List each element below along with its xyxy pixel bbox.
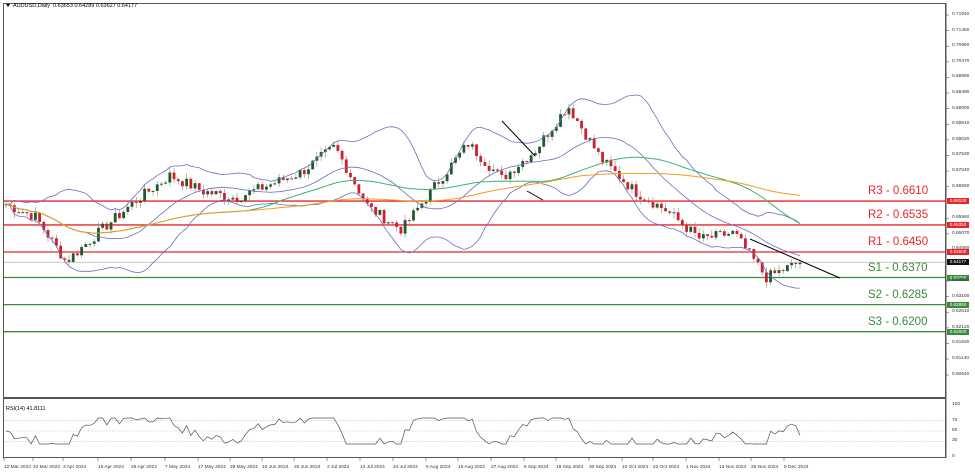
y-tick: 0.65070 — [952, 230, 970, 236]
y-tick: 0.68510 — [952, 121, 970, 127]
x-tick: 5 Dec 2024 — [784, 465, 809, 470]
level-label-r1: R1 - 0.6450 — [868, 236, 929, 249]
y-tick: 0.64580 — [952, 246, 970, 252]
y-tick: 0.67040 — [952, 168, 970, 174]
moving-average-fast — [5, 156, 801, 234]
symbol-label: AUDUSD,Daily — [13, 3, 50, 9]
x-tick: 17 May 2024 — [198, 465, 226, 470]
x-tick: 30 Sep 2024 — [589, 465, 617, 470]
price-tag-s2: 0.62850 — [947, 301, 969, 308]
x-tick: 24 Jul 2024 — [393, 465, 418, 470]
rsi-tick: 70 — [952, 417, 958, 423]
y-tick: 0.61140 — [952, 356, 969, 362]
level-label-r2: R2 - 0.6535 — [868, 208, 929, 221]
rsi-tick: 50 — [952, 428, 958, 433]
y-tick: 0.65560 — [952, 215, 970, 221]
chart-title: AUDUSD,Daily 0.63653 0.64289 0.63627 0.6… — [6, 3, 137, 9]
level-label-s3: S3 - 0.6200 — [868, 315, 928, 328]
rsi-title: RSI(14) 41.8111 — [6, 406, 46, 412]
y-tick: 0.71450 — [952, 27, 970, 33]
x-tick: 25 Nov 2024 — [751, 465, 779, 470]
bollinger-upper — [5, 94, 801, 224]
level-label-s1: S1 - 0.6370 — [868, 261, 928, 274]
x-tick: 3 Apr 2024 — [63, 465, 87, 470]
x-tick: 2 Jul 2024 — [327, 465, 350, 470]
x-tick: 5 Aug 2024 — [426, 465, 451, 470]
x-tick: 15 Apr 2024 — [98, 465, 124, 470]
y-tick: 0.71940 — [952, 12, 970, 17]
y-tick: 0.61630 — [952, 340, 970, 346]
y-tick: 0.60640 — [952, 372, 970, 377]
moving-average-slow — [5, 172, 801, 234]
x-tick: 27 Aug 2024 — [491, 465, 518, 470]
y-tick: 0.70960 — [952, 43, 970, 49]
y-tick: 0.68020 — [952, 136, 970, 142]
price-tag-s1: 0.63700 — [947, 274, 969, 281]
x-tick: 12 Mar 2024 — [4, 465, 31, 470]
x-tick: 15 Aug 2024 — [458, 465, 485, 470]
price-tag-r1: 0.64500 — [947, 249, 969, 256]
x-tick: 10 Jun 2024 — [262, 465, 289, 470]
rsi-line — [5, 417, 801, 445]
x-tick: 20 Jun 2024 — [294, 465, 321, 470]
x-tick: 22 Mar 2024 — [33, 465, 60, 470]
level-label-s2: S2 - 0.6285 — [868, 288, 928, 301]
downtrend-line — [749, 238, 841, 279]
y-tick: 0.62610 — [952, 309, 970, 315]
y-tick: 0.69000 — [952, 105, 970, 111]
y-tick: 0.69980 — [952, 74, 970, 80]
x-tick: 29 May 2024 — [230, 465, 258, 470]
dropdown-triangle-icon[interactable] — [6, 4, 10, 8]
x-tick: 18 Sep 2024 — [556, 465, 584, 470]
trendline-aug — [501, 120, 536, 157]
price-tag-r3: 0.66100 — [947, 198, 969, 205]
y-tick: 0.69490 — [952, 90, 970, 96]
x-tick: 12 Jul 2024 — [360, 465, 385, 470]
level-label-r3: R3 - 0.6610 — [868, 185, 929, 198]
x-tick: 1 Nov 2024 — [686, 465, 711, 470]
x-tick: 22 Oct 2024 — [653, 465, 680, 470]
bollinger-middle — [5, 137, 801, 257]
x-tick: 13 Nov 2024 — [719, 465, 747, 470]
y-tick: 0.67530 — [952, 152, 970, 158]
rsi-tick: 100 — [952, 402, 961, 407]
rsi-tick: 0 — [952, 454, 955, 459]
y-tick: 0.63100 — [952, 293, 970, 299]
y-tick: 0.63590 — [952, 278, 970, 284]
x-tick: 25 Apr 2024 — [131, 465, 157, 470]
rsi-tick: 30 — [952, 438, 958, 444]
x-tick: 10 Oct 2024 — [622, 465, 649, 470]
x-tick: 6 Sep 2024 — [524, 465, 549, 470]
price-tag-s3: 0.62000 — [947, 328, 969, 335]
y-tick: 0.70470 — [952, 58, 970, 64]
ohlc-values: 0.63653 0.64289 0.63627 0.64177 — [53, 3, 138, 9]
bollinger-lower — [5, 170, 800, 289]
trendline-sep — [526, 190, 544, 201]
y-tick: 0.66550 — [952, 183, 970, 189]
y-tick: 0.62120 — [952, 324, 970, 330]
x-tick: 7 May 2024 — [165, 465, 191, 470]
current-price-tag: 0.64177 — [947, 259, 969, 266]
price-tag-r2: 0.65350 — [947, 221, 969, 228]
candles — [4, 103, 802, 288]
